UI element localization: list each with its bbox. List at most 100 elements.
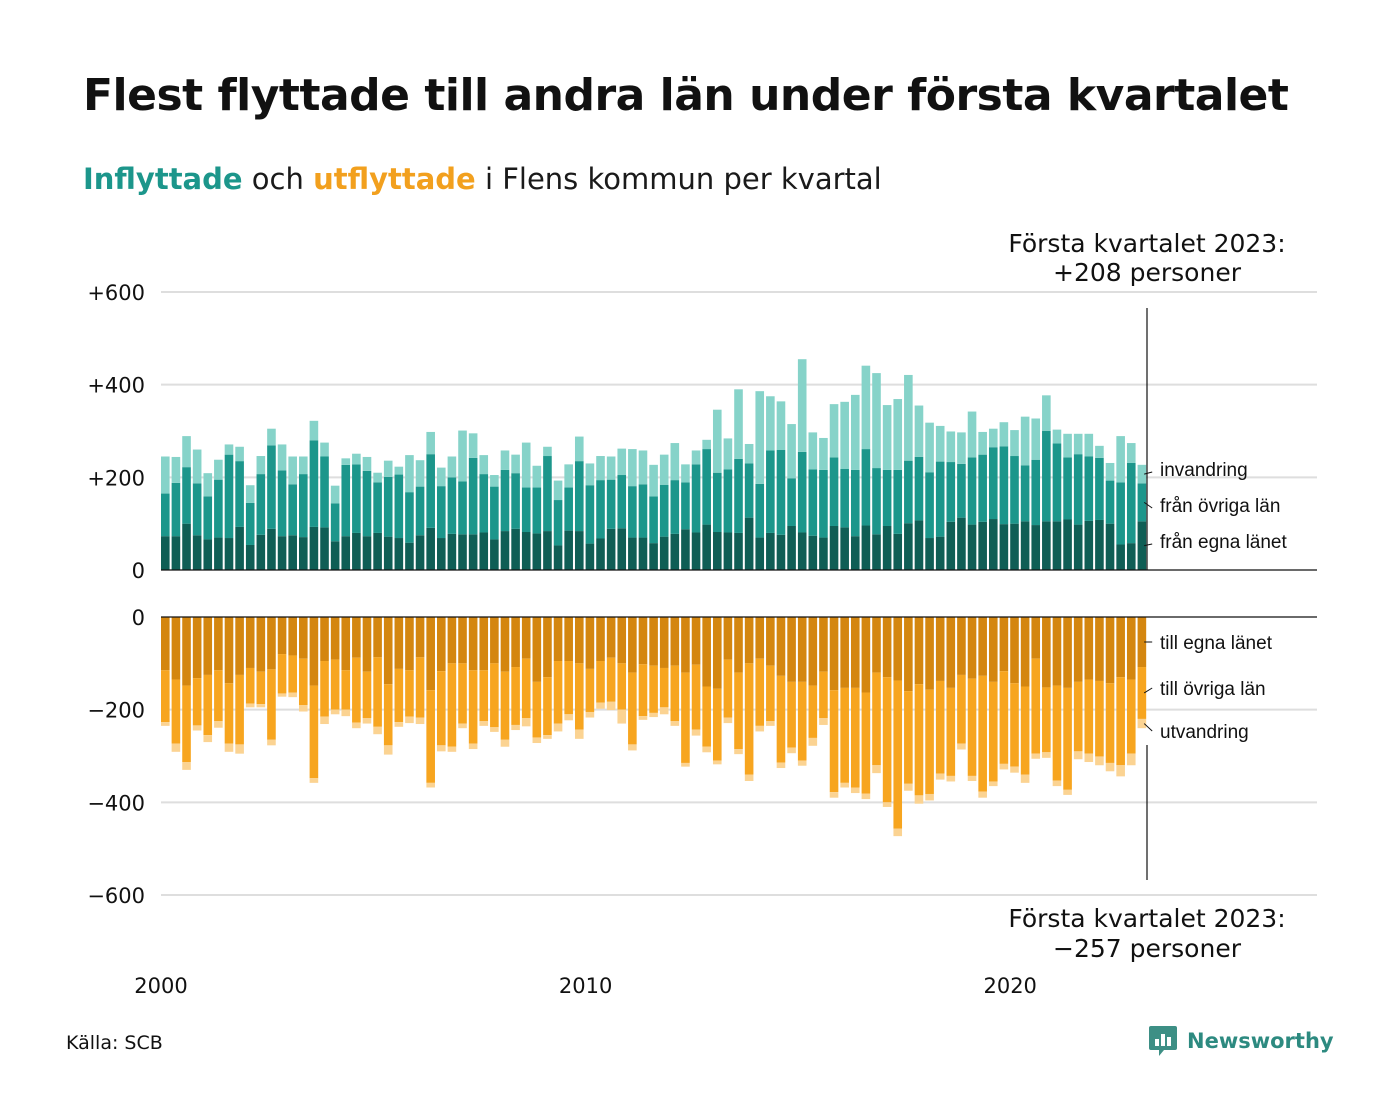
outflow-bar <box>988 681 998 782</box>
outflow-bar <box>171 617 181 680</box>
outflow-bar <box>373 657 382 727</box>
outflow-bar <box>904 783 913 791</box>
outflow-bar <box>235 674 244 745</box>
inflow-bar <box>861 365 871 450</box>
outflow-bar <box>1063 789 1072 795</box>
outflow-bar <box>320 661 329 717</box>
outflow-bar <box>320 716 329 725</box>
outflow-bar <box>1084 617 1094 680</box>
inflow-bar <box>405 542 414 570</box>
outflow-bar <box>734 672 743 750</box>
inflow-bar <box>1020 465 1030 522</box>
inflow-bar <box>426 527 435 570</box>
outflow-bar <box>829 690 839 793</box>
inflow-bar <box>574 531 584 570</box>
inflow-bar <box>171 482 181 537</box>
inflow-bar <box>840 401 849 470</box>
inflow-bar <box>245 544 255 570</box>
inflow-bar <box>161 456 170 494</box>
outflow-bar <box>787 681 796 748</box>
brand[interactable]: Newsworthy <box>1147 1024 1334 1058</box>
outflow-bar <box>638 617 648 665</box>
outflow-bar <box>277 617 287 655</box>
inflow-bar <box>935 425 945 462</box>
outflow-bar <box>988 617 998 682</box>
outflow-bar <box>978 791 987 798</box>
outflow-bar <box>298 617 308 659</box>
inflow-bar <box>766 450 775 533</box>
inflow-bar <box>766 396 775 451</box>
inflow-bar <box>872 468 881 535</box>
outflow-bar <box>1073 617 1083 682</box>
inflow-bar <box>702 524 711 570</box>
outflow-bars <box>161 617 1147 837</box>
outflow-bar <box>352 657 361 723</box>
inflow-bar <box>1084 520 1094 570</box>
outflow-bar <box>1010 617 1019 684</box>
inflow-bar <box>819 469 828 538</box>
outflow-bar <box>935 617 945 681</box>
outflow-bar <box>1126 679 1136 754</box>
inflow-bar <box>1031 525 1041 570</box>
inflow-bar <box>872 373 881 469</box>
outflow-bar <box>829 617 839 691</box>
inflow-bar <box>288 456 297 485</box>
page-title: Flest flyttade till andra län under förs… <box>83 70 1289 121</box>
inflow-bar <box>511 528 520 570</box>
inflow-bar <box>362 470 372 537</box>
outflow-bar <box>224 617 234 684</box>
inflow-bar <box>1095 519 1104 570</box>
inflow-bar <box>214 479 223 538</box>
inflow-bar <box>723 532 733 570</box>
inflow-bar <box>214 459 223 480</box>
inflow-bar <box>214 537 223 570</box>
inflow-bar <box>532 465 542 488</box>
inflow-bar <box>808 469 818 536</box>
outflow-bar <box>500 617 510 672</box>
outflow-bar <box>755 658 765 726</box>
outflow-bar <box>267 739 276 746</box>
outflow-bar <box>161 722 170 726</box>
inflow-bar <box>309 420 319 441</box>
inflow-bar <box>797 451 807 533</box>
inflow-bar <box>649 464 658 497</box>
outflow-bar <box>192 678 202 726</box>
outflow-bar <box>978 617 987 676</box>
inflow-bar <box>691 450 701 465</box>
outflow-bar <box>766 617 775 666</box>
outflow-bar <box>288 692 297 698</box>
inflow-bar <box>776 534 786 570</box>
outflow-bar <box>659 617 669 668</box>
outflow-bar <box>574 617 584 664</box>
outflow-bar <box>776 675 786 763</box>
inflow-bar <box>1010 456 1019 524</box>
outflow-bar <box>352 722 361 729</box>
inflow-bar <box>925 422 934 473</box>
outflow-bar <box>1116 617 1125 678</box>
inflow-bar <box>734 458 743 533</box>
outflow-bar <box>744 617 754 664</box>
outflow-bar <box>850 687 860 788</box>
inflow-bar <box>182 523 191 570</box>
inflow-bar <box>574 436 584 462</box>
outflow-bar <box>596 617 605 662</box>
inflow-bar <box>925 472 934 539</box>
outflow-bar <box>490 727 499 732</box>
outflow-bar <box>585 668 595 712</box>
outflow-bar <box>543 735 552 739</box>
outflow-bar <box>1095 756 1104 766</box>
outflow-bar <box>872 765 881 774</box>
outflow-bar <box>829 792 839 798</box>
inflow-bar <box>256 456 266 475</box>
inflow-bar <box>723 438 733 470</box>
outflow-bar <box>256 617 266 672</box>
outflow-bar <box>712 760 722 765</box>
inflow-bar <box>458 430 467 482</box>
inflow-bar <box>468 534 478 570</box>
outflow-bar <box>468 670 478 744</box>
label-leader <box>1143 687 1153 694</box>
inflow-bar <box>553 480 563 501</box>
inflow-bar <box>553 500 563 546</box>
inflow-bar <box>670 480 680 534</box>
outflow-bar <box>458 663 467 724</box>
